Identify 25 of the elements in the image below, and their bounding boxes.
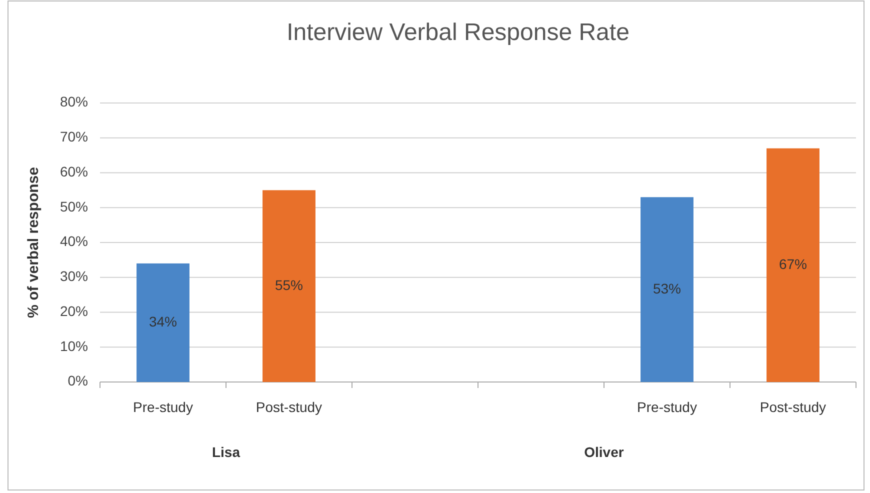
y-tick-label: 30% xyxy=(60,268,88,284)
x-tick-label: Post-study xyxy=(760,399,826,415)
text: Oliver xyxy=(584,444,624,460)
bar xyxy=(766,148,820,382)
bar xyxy=(136,263,190,382)
y-tick-label: 60% xyxy=(60,163,88,180)
x-tick-label: Post-study xyxy=(256,399,322,415)
data-label: 53% xyxy=(652,280,682,296)
y-tick-label: 0% xyxy=(68,372,88,389)
bar xyxy=(262,190,316,382)
y-tick-label: 50% xyxy=(60,198,88,214)
y-tick-label: 40% xyxy=(60,233,88,250)
y-tick-label: 80% xyxy=(60,94,88,110)
data-label: 34% xyxy=(148,313,178,330)
x-tick-label: Pre-study xyxy=(637,399,697,415)
bar xyxy=(640,197,694,382)
y-tick-label: 70% xyxy=(60,128,88,145)
data-label: 67% xyxy=(778,256,808,272)
y-axis-title: % of verbal response xyxy=(25,167,42,318)
y-tick-label: 10% xyxy=(60,338,88,354)
x-tick-label: Pre-study xyxy=(133,399,193,415)
y-tick-label: 20% xyxy=(60,302,88,319)
chart-title: Interview Verbal Response Rate xyxy=(286,19,630,46)
data-label: 55% xyxy=(274,276,304,293)
text: Lisa xyxy=(212,444,240,460)
